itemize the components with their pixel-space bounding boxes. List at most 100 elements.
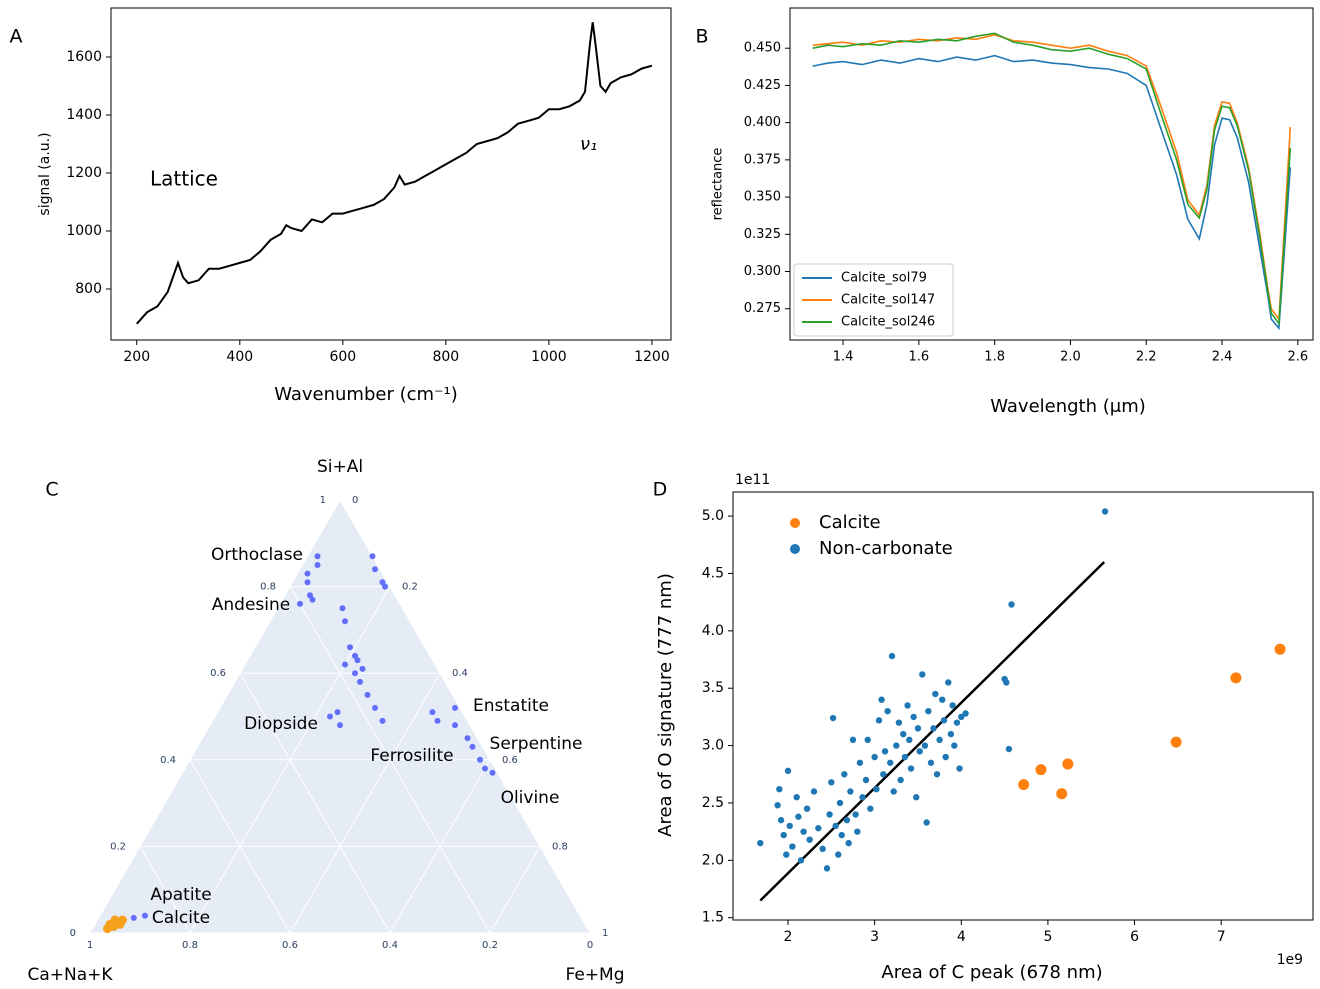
point <box>923 819 930 826</box>
y-axis-label: signal (a.u.) <box>37 132 53 215</box>
point <box>477 756 483 763</box>
point <box>921 742 929 749</box>
point <box>947 730 955 738</box>
point <box>1230 672 1242 684</box>
panel-label: D <box>653 479 668 501</box>
tick-label: 0.8 <box>182 940 198 951</box>
tick-label: 1 <box>602 928 608 939</box>
point <box>1008 601 1015 608</box>
point <box>304 579 311 586</box>
ternary-background <box>90 500 590 933</box>
x-tick-label: 800 <box>432 349 459 365</box>
point <box>823 865 831 872</box>
axis-title: Fe+Mg <box>565 965 624 985</box>
point <box>864 736 871 744</box>
point <box>1003 679 1010 686</box>
point <box>379 717 386 724</box>
annotation: Orthoclase <box>211 545 303 565</box>
point <box>327 713 333 720</box>
x-tick-label: 2.0 <box>1060 350 1081 365</box>
point <box>1056 788 1068 800</box>
x-tick-label: 1.8 <box>984 350 1005 365</box>
point <box>780 831 787 839</box>
x-tick-label: 7 <box>1217 929 1226 945</box>
x-axis-label: Wavenumber (cm⁻¹) <box>274 384 458 405</box>
grid-line <box>489 846 541 934</box>
y-axis-label: reflectance <box>711 148 726 221</box>
point <box>1170 736 1182 748</box>
x-tick-label: 200 <box>123 349 150 365</box>
point <box>314 561 321 568</box>
point <box>906 736 913 744</box>
x-axis-label: Wavelength (μm) <box>990 396 1146 417</box>
point <box>774 802 781 809</box>
point <box>1274 643 1286 655</box>
x-tick-label: 1200 <box>634 349 670 365</box>
point <box>784 767 792 775</box>
x-tick-label: 3 <box>870 929 879 945</box>
x-tick-label: 1000 <box>531 349 567 365</box>
point <box>339 605 346 612</box>
point <box>314 553 321 560</box>
point <box>845 839 852 847</box>
x-tick-label: 6 <box>1130 929 1139 945</box>
point <box>835 851 842 858</box>
point <box>932 690 939 698</box>
y-tick-label: 4.5 <box>702 565 724 581</box>
point <box>880 771 887 778</box>
point <box>832 822 839 830</box>
legend-marker <box>790 518 800 528</box>
point <box>783 851 790 858</box>
point <box>115 919 125 929</box>
point <box>482 765 488 772</box>
point <box>843 816 851 824</box>
tick-label: 0.4 <box>452 668 468 679</box>
point <box>297 600 303 607</box>
y-tick-label: 1400 <box>66 107 102 123</box>
point <box>334 709 341 716</box>
x-tick-label: 2.2 <box>1136 350 1157 365</box>
point <box>862 776 870 784</box>
point <box>434 717 441 724</box>
tick-label: 0.8 <box>552 841 568 852</box>
point <box>352 670 358 677</box>
panel-A: 200 400 600 800 1000 1200 800 1000 1200 1400 1600 W… <box>37 7 672 405</box>
point <box>372 566 378 573</box>
point <box>927 759 935 766</box>
point <box>1018 779 1030 791</box>
annotation: Calcite <box>152 908 210 928</box>
point <box>464 735 471 742</box>
y-tick-label: 0.325 <box>744 227 781 242</box>
point <box>347 644 353 651</box>
point <box>940 717 948 724</box>
tick-label: 0 <box>587 940 593 951</box>
y-tick-label: 2.5 <box>702 795 724 811</box>
point <box>951 742 958 749</box>
point <box>936 736 943 744</box>
x-tick-label: 2 <box>784 929 793 945</box>
annotation: Andesine <box>212 595 290 615</box>
point <box>354 657 361 664</box>
point <box>337 722 343 729</box>
y-tick-label: 0.350 <box>744 190 781 205</box>
point <box>828 779 835 786</box>
legend-label: Non-carbonate <box>819 538 953 559</box>
point <box>962 710 969 717</box>
panel-label: C <box>45 479 58 501</box>
series-line <box>812 54 1292 331</box>
axis-title: Si+Al <box>317 457 363 477</box>
point <box>369 553 376 560</box>
x-tick-label: 4 <box>957 929 966 945</box>
point <box>910 713 917 721</box>
point <box>829 714 837 722</box>
axes-frame <box>732 491 1314 921</box>
tick-label: 0.6 <box>210 668 226 679</box>
y-tick-label: 2.0 <box>702 852 724 868</box>
point <box>953 719 961 726</box>
point <box>895 719 903 726</box>
y-tick-label: 1000 <box>66 223 102 239</box>
point <box>871 753 878 761</box>
axes-frame <box>110 7 672 341</box>
point <box>893 742 900 749</box>
legend-label: Calcite_sol79 <box>841 271 927 286</box>
